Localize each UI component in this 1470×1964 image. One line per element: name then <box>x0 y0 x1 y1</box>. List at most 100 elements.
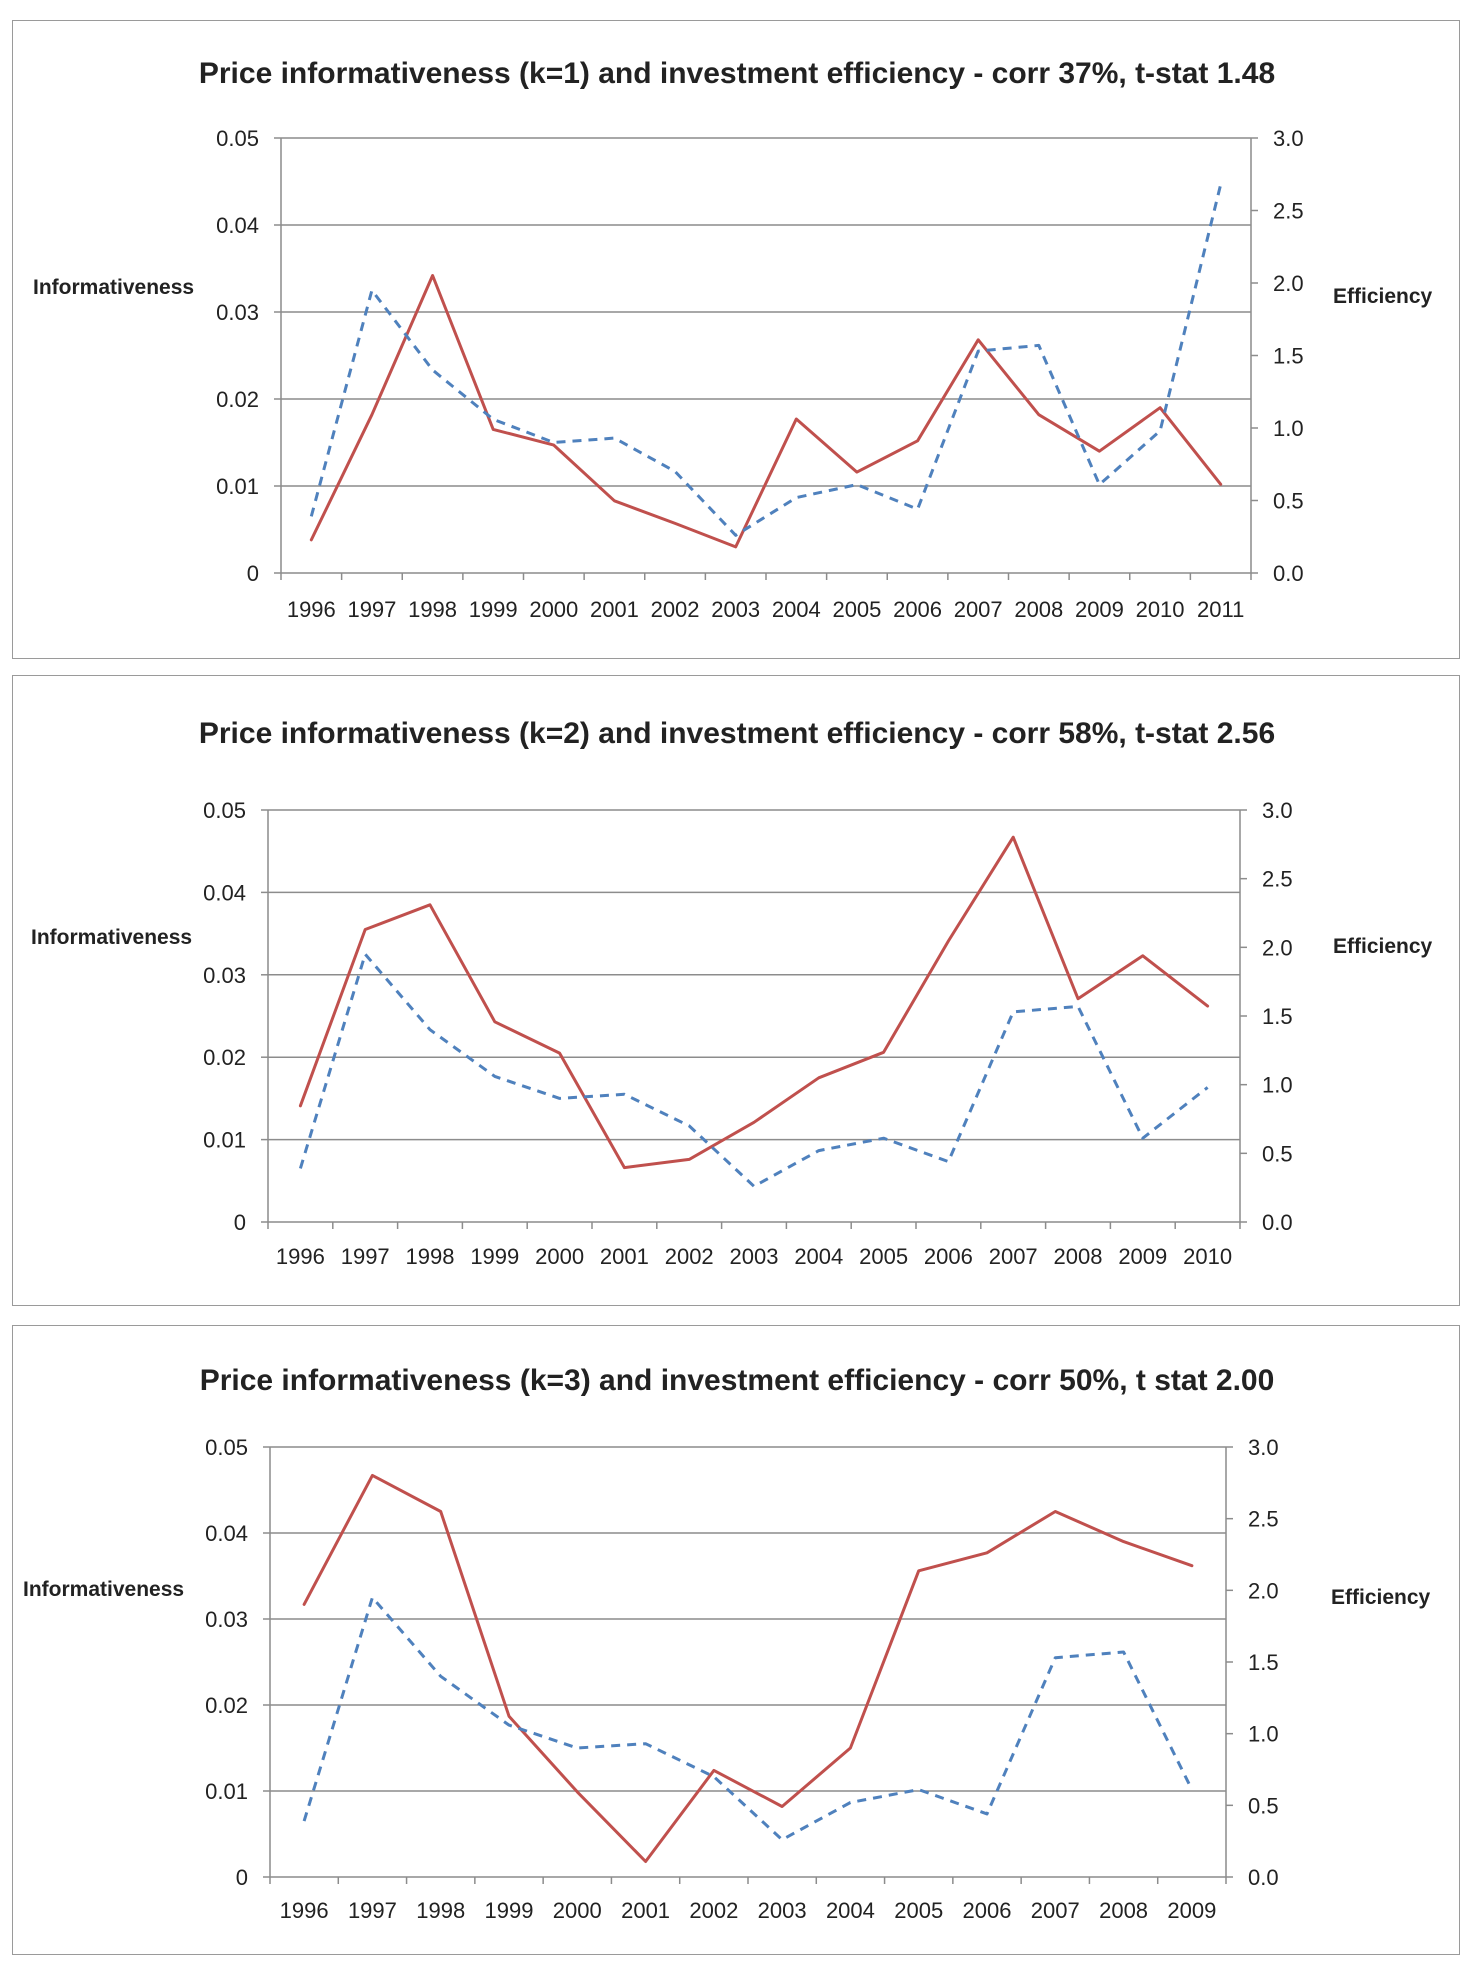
y-tick-label: 0.04 <box>205 1521 248 1546</box>
x-tick-label: 2004 <box>794 1244 843 1269</box>
x-tick-label: 2000 <box>529 597 578 622</box>
y-tick-label: 0.01 <box>203 1128 246 1153</box>
y-tick-label: 0 <box>247 561 259 586</box>
x-tick-label: 2009 <box>1118 1244 1167 1269</box>
x-tick-label: 2007 <box>954 597 1003 622</box>
x-tick-label: 2010 <box>1183 1244 1232 1269</box>
x-tick-label: 2005 <box>894 1898 943 1923</box>
y-axis-label: Informativeness <box>31 926 192 949</box>
x-tick-label: 2006 <box>963 1898 1012 1923</box>
y2-axis-label: Efficiency <box>1333 285 1433 308</box>
y2-tick-label: 3.0 <box>1273 126 1304 151</box>
chart-title: Price informativeness (k=2) and investme… <box>199 717 1275 750</box>
y2-tick-label: 0.0 <box>1262 1210 1293 1235</box>
y-tick-label: 0.04 <box>203 880 246 905</box>
x-tick-label: 2007 <box>989 1244 1038 1269</box>
y-tick-label: 0.01 <box>216 474 259 499</box>
y-tick-label: 0.03 <box>205 1607 248 1632</box>
y2-tick-label: 0.5 <box>1248 1793 1279 1818</box>
x-tick-label: 2000 <box>553 1898 602 1923</box>
x-tick-label: 2006 <box>893 597 942 622</box>
informativeness-series-line <box>302 1473 1194 1863</box>
y-tick-label: 0.04 <box>216 213 259 238</box>
x-tick-label: 2006 <box>924 1244 973 1269</box>
x-tick-label: 2008 <box>1054 1244 1103 1269</box>
x-tick-label: 2009 <box>1167 1898 1216 1923</box>
y2-tick-label: 2.5 <box>1248 1507 1279 1532</box>
y-tick-label: 0.05 <box>216 126 259 151</box>
y-tick-label: 0 <box>234 1210 246 1235</box>
y-tick-label: 0.02 <box>205 1693 248 1718</box>
informativeness-series-line <box>309 274 1223 549</box>
y2-tick-label: 2.0 <box>1262 935 1293 960</box>
efficiency-series-line <box>298 952 1209 1188</box>
x-tick-label: 1997 <box>348 1898 397 1923</box>
y2-tick-label: 2.5 <box>1273 199 1304 224</box>
chart-panel-k1: Price informativeness (k=1) and investme… <box>12 20 1460 659</box>
y2-tick-label: 0.5 <box>1273 489 1304 514</box>
x-tick-label: 2001 <box>590 597 639 622</box>
y-tick-label: 0.02 <box>203 1045 246 1070</box>
y2-tick-label: 3.0 <box>1262 798 1293 823</box>
x-tick-label: 1997 <box>341 1244 390 1269</box>
chart-panel-k3: Price informativeness (k=3) and investme… <box>12 1325 1460 1955</box>
x-tick-label: 2000 <box>535 1244 584 1269</box>
x-tick-label: 2005 <box>832 597 881 622</box>
y2-axis-label: Efficiency <box>1331 1586 1431 1609</box>
efficiency-series-line <box>302 1596 1194 1842</box>
x-tick-label: 2008 <box>1099 1898 1148 1923</box>
x-tick-label: 2004 <box>826 1898 875 1923</box>
y2-tick-label: 2.5 <box>1262 867 1293 892</box>
y2-tick-label: 3.0 <box>1248 1435 1279 1460</box>
x-tick-label: 1998 <box>406 1244 455 1269</box>
y2-tick-label: 2.0 <box>1248 1578 1279 1603</box>
x-tick-label: 2003 <box>730 1244 779 1269</box>
chart-panel-k2: Price informativeness (k=2) and investme… <box>12 675 1460 1306</box>
y-tick-label: 0.03 <box>216 300 259 325</box>
y-tick-label: 0.03 <box>203 963 246 988</box>
x-tick-label: 1996 <box>276 1244 325 1269</box>
y2-tick-label: 1.0 <box>1262 1073 1293 1098</box>
chart-svg-k3: Price informativeness (k=3) and investme… <box>23 1364 1431 1923</box>
y2-tick-label: 2.0 <box>1273 271 1304 296</box>
x-tick-label: 2007 <box>1031 1898 1080 1923</box>
chart-title: Price informativeness (k=1) and investme… <box>199 57 1275 90</box>
chart-svg-k1: Price informativeness (k=1) and investme… <box>33 57 1433 622</box>
x-tick-label: 1999 <box>469 597 518 622</box>
y-tick-label: 0.05 <box>203 798 246 823</box>
y-tick-label: 0 <box>236 1865 248 1890</box>
x-tick-label: 2002 <box>689 1898 738 1923</box>
x-tick-label: 2009 <box>1075 597 1124 622</box>
y-tick-label: 0.01 <box>205 1779 248 1804</box>
y2-tick-label: 1.0 <box>1248 1722 1279 1747</box>
y2-tick-label: 1.5 <box>1273 344 1304 369</box>
x-tick-label: 1997 <box>347 597 396 622</box>
x-tick-label: 2003 <box>711 597 760 622</box>
y2-tick-label: 0.0 <box>1248 1865 1279 1890</box>
x-tick-label: 2001 <box>621 1898 670 1923</box>
chart-svg-k2: Price informativeness (k=2) and investme… <box>31 717 1433 1269</box>
x-tick-label: 2002 <box>651 597 700 622</box>
y-axis-label: Informativeness <box>33 276 194 299</box>
x-tick-label: 2008 <box>1014 597 1063 622</box>
x-tick-label: 2010 <box>1136 597 1185 622</box>
y-tick-label: 0.02 <box>216 387 259 412</box>
y2-tick-label: 1.0 <box>1273 416 1304 441</box>
y2-tick-label: 0.0 <box>1273 561 1304 586</box>
x-tick-label: 1996 <box>280 1898 329 1923</box>
y2-tick-label: 1.5 <box>1248 1650 1279 1675</box>
x-tick-label: 2003 <box>758 1898 807 1923</box>
y2-axis-label: Efficiency <box>1333 935 1433 958</box>
y-tick-label: 0.05 <box>205 1435 248 1460</box>
x-tick-label: 2011 <box>1197 597 1244 622</box>
y2-tick-label: 1.5 <box>1262 1004 1293 1029</box>
x-tick-label: 2004 <box>772 597 821 622</box>
x-tick-label: 1998 <box>408 597 457 622</box>
informativeness-series-line <box>298 835 1210 1170</box>
y2-tick-label: 0.5 <box>1262 1141 1293 1166</box>
x-tick-label: 1998 <box>416 1898 465 1923</box>
efficiency-series-line <box>309 184 1223 537</box>
x-tick-label: 2002 <box>665 1244 714 1269</box>
x-tick-label: 1996 <box>287 597 336 622</box>
x-tick-label: 1999 <box>485 1898 534 1923</box>
